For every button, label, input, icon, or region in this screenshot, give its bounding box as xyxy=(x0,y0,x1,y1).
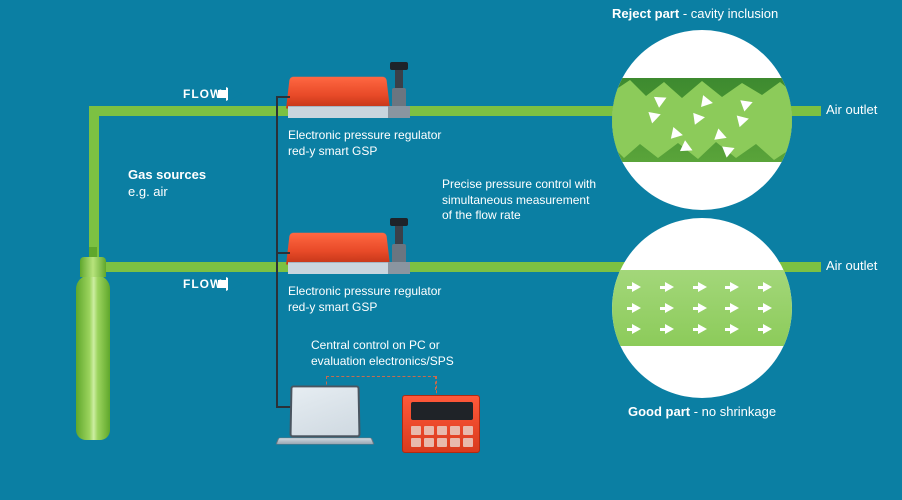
good-arrow-row-2 xyxy=(632,303,772,313)
regulator-top-label: Electronic pressure regulator red-y smar… xyxy=(288,128,441,159)
good-rest: - no shrinkage xyxy=(690,404,776,419)
air-outlet-bottom: Air outlet xyxy=(826,258,877,275)
reg-line1: Electronic pressure regulator xyxy=(288,284,441,298)
gas-source-sub: e.g. air xyxy=(128,184,168,199)
reject-band xyxy=(612,78,792,162)
gas-cylinder-icon xyxy=(76,275,110,440)
pn-l1: Precise pressure control with xyxy=(442,177,596,191)
reject-rest: - cavity inclusion xyxy=(679,6,778,21)
flow-text: FLOW xyxy=(183,277,222,291)
reject-part-circle xyxy=(612,30,792,210)
cc-l1: Central control on PC or xyxy=(311,338,440,352)
flow-label-top: FLOW xyxy=(183,87,240,101)
air-outlet-top: Air outlet xyxy=(826,102,877,119)
gas-source-title: Gas sources xyxy=(128,167,206,182)
good-part-label: Good part - no shrinkage xyxy=(628,404,776,421)
flow-arrow-icon xyxy=(226,87,240,101)
good-part-circle xyxy=(612,218,792,398)
wire-bottom-stub xyxy=(276,252,290,254)
good-band xyxy=(612,270,792,346)
reject-bold: Reject part xyxy=(612,6,679,21)
reg-line2: red-y smart GSP xyxy=(288,144,377,158)
flow-label-bottom: FLOW xyxy=(183,277,240,291)
reject-part-label: Reject part - cavity inclusion xyxy=(612,6,812,23)
good-arrow-row-3 xyxy=(632,324,772,334)
gas-source-label: Gas sources e.g. air xyxy=(128,167,206,201)
reg-line2: red-y smart GSP xyxy=(288,300,377,314)
pn-l2: simultaneous measurement xyxy=(442,193,589,207)
good-arrow-row-1 xyxy=(632,282,772,292)
laptop-icon xyxy=(290,385,373,447)
reject-arrow-cluster xyxy=(642,108,762,132)
good-bold: Good part xyxy=(628,404,690,419)
sps-controller-icon xyxy=(402,395,480,453)
precise-pressure-note: Precise pressure control with simultaneo… xyxy=(442,177,596,224)
reg-line1: Electronic pressure regulator xyxy=(288,128,441,142)
wire-top-down xyxy=(276,96,278,406)
flow-arrow-icon xyxy=(226,277,240,291)
pn-l3: of the flow rate xyxy=(442,208,521,222)
flow-text: FLOW xyxy=(183,87,222,101)
central-control-label: Central control on PC or evaluation elec… xyxy=(311,338,454,369)
wire-top-stub xyxy=(276,96,290,98)
cc-l2: evaluation electronics/SPS xyxy=(311,354,454,368)
regulator-bottom-label: Electronic pressure regulator red-y smar… xyxy=(288,284,441,315)
